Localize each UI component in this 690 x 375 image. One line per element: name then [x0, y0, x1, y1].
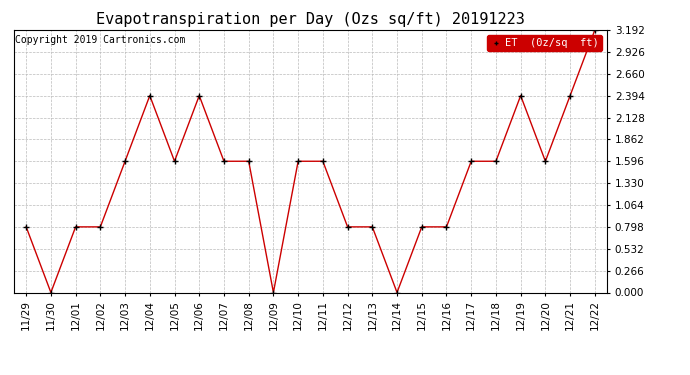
- Legend: ET  (0z/sq  ft): ET (0z/sq ft): [487, 35, 602, 51]
- Text: Copyright 2019 Cartronics.com: Copyright 2019 Cartronics.com: [15, 35, 186, 45]
- Title: Evapotranspiration per Day (Ozs sq/ft) 20191223: Evapotranspiration per Day (Ozs sq/ft) 2…: [96, 12, 525, 27]
